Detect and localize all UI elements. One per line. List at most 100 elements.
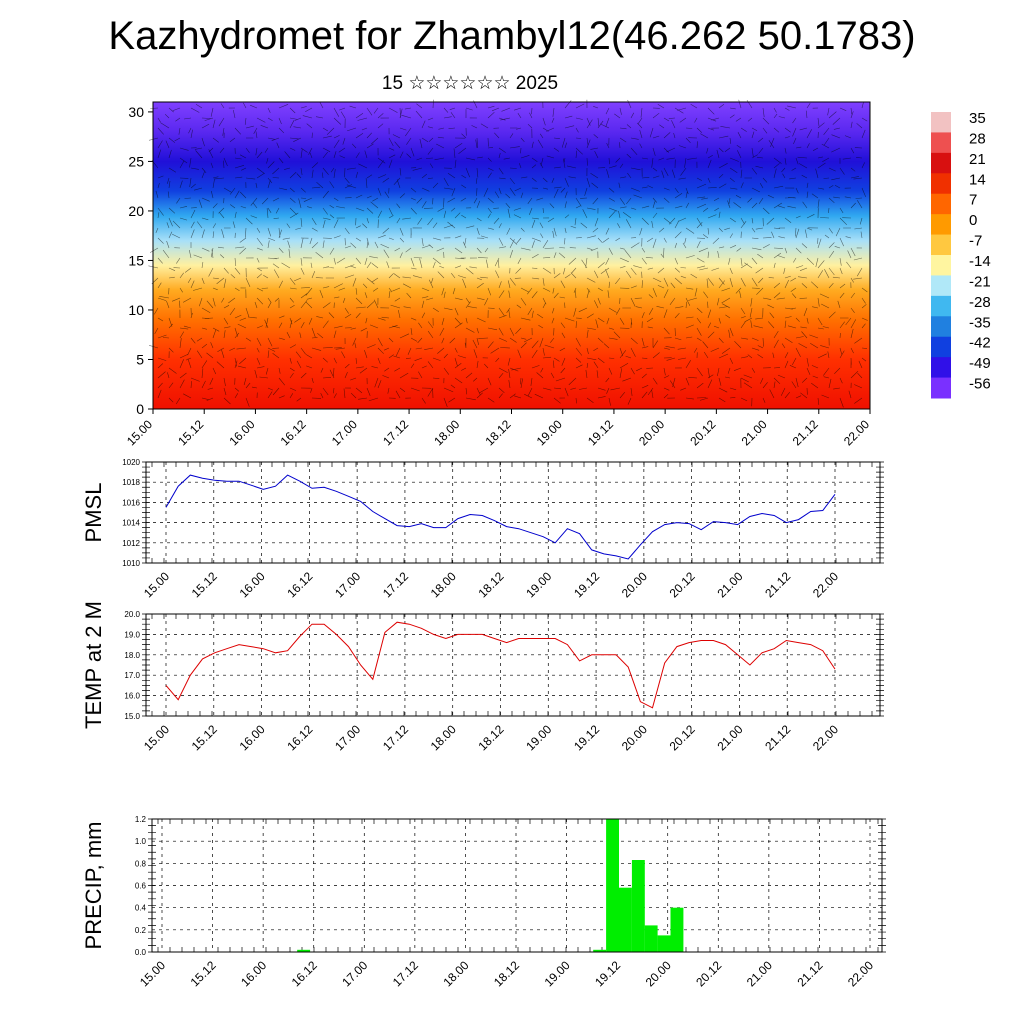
y-tick-label: 19.0 bbox=[124, 630, 140, 639]
x-tick-label: 19.12 bbox=[585, 417, 616, 448]
y-tick-label: 0.8 bbox=[135, 859, 147, 868]
x-tick-label: 18.00 bbox=[428, 722, 459, 753]
x-tick-label: 17.12 bbox=[380, 417, 411, 448]
grid-lines bbox=[146, 461, 880, 564]
x-tick-label: 19.00 bbox=[534, 417, 565, 448]
panel-frame bbox=[151, 818, 883, 953]
x-tick-label: 18.12 bbox=[482, 417, 513, 448]
x-tick-label: 16.00 bbox=[237, 722, 268, 753]
colorbar-label: 14 bbox=[969, 171, 986, 188]
x-tick-label: 21.00 bbox=[714, 722, 745, 753]
x-tick-label: 21.00 bbox=[739, 417, 770, 448]
x-tick-label: 19.00 bbox=[523, 722, 554, 753]
precip-bar bbox=[657, 935, 671, 952]
x-tick-label: 21.12 bbox=[762, 722, 793, 753]
colorbar-swatch bbox=[931, 214, 951, 236]
x-tick-label: 21.12 bbox=[762, 569, 793, 600]
y-tick-label: 1016 bbox=[122, 498, 140, 507]
colorbar-swatch bbox=[931, 132, 951, 154]
precip-bar bbox=[644, 925, 658, 952]
y-tick-label: 16.0 bbox=[124, 692, 140, 701]
colorbar-swatch bbox=[931, 234, 951, 256]
colorbar-swatch bbox=[931, 152, 951, 174]
y-tick-label: 25 bbox=[128, 153, 144, 169]
x-tick-label: 17.00 bbox=[329, 417, 360, 448]
y-tick-label: 18.0 bbox=[124, 651, 140, 660]
colorbar-swatch bbox=[931, 112, 951, 133]
x-tick-label: 16.00 bbox=[238, 958, 269, 989]
colorbar-swatch bbox=[931, 173, 951, 195]
precip-bar bbox=[593, 949, 607, 952]
x-tick-label: 17.00 bbox=[339, 958, 370, 989]
y-tick-label: 1020 bbox=[122, 458, 140, 467]
x-tick-label: 21.00 bbox=[714, 569, 745, 600]
x-tick-label: 21.12 bbox=[790, 417, 821, 448]
x-tick-label: 16.12 bbox=[278, 417, 309, 448]
panel-frame bbox=[145, 461, 881, 564]
x-tick-label: 15.12 bbox=[175, 417, 206, 448]
colorbar-label: -42 bbox=[969, 335, 991, 352]
x-tick-label: 17.12 bbox=[380, 569, 411, 600]
x-tick-label: 20.00 bbox=[643, 958, 674, 989]
colorbar-label: -14 bbox=[969, 253, 991, 270]
data-line bbox=[165, 474, 836, 560]
x-tick-label: 19.12 bbox=[571, 569, 602, 600]
grid-lines bbox=[152, 818, 882, 953]
y-tick-label: 0.2 bbox=[135, 926, 147, 935]
x-tick-label: 20.00 bbox=[636, 417, 667, 448]
y-tick-label: 1.0 bbox=[135, 837, 147, 846]
y-tick-label: 20.0 bbox=[124, 610, 140, 619]
colorbar-swatch bbox=[931, 275, 951, 297]
minor-ticks bbox=[142, 613, 884, 717]
colorbar-label: 7 bbox=[969, 192, 977, 209]
x-tick-label: 19.00 bbox=[542, 958, 573, 989]
x-tick-label: 17.12 bbox=[380, 722, 411, 753]
chart-subtitle: 15 ☆☆☆☆☆☆ 2025 bbox=[381, 73, 559, 94]
y-tick-label: 1010 bbox=[122, 559, 140, 568]
x-tick-label: 21.12 bbox=[794, 958, 825, 989]
y-tick-label: 20 bbox=[128, 203, 144, 219]
heatmap-field bbox=[153, 102, 870, 409]
x-tick-label: 15.00 bbox=[141, 569, 172, 600]
y-tick-label: 15.0 bbox=[124, 712, 140, 721]
y-tick-label: 1.2 bbox=[135, 815, 147, 824]
colorbar-label: 28 bbox=[969, 130, 986, 147]
x-tick-label: 16.12 bbox=[289, 958, 320, 989]
x-tick-label: 18.12 bbox=[491, 958, 522, 989]
x-tick-label: 15.12 bbox=[189, 722, 220, 753]
precip-bar bbox=[619, 887, 632, 952]
grid-lines bbox=[146, 613, 880, 717]
x-tick-label: 19.00 bbox=[523, 569, 554, 600]
colorbar-swatch bbox=[931, 336, 951, 358]
y-tick-label: 10 bbox=[128, 302, 144, 318]
y-tick-label: 30 bbox=[128, 104, 144, 120]
colorbar-label: 21 bbox=[969, 151, 986, 168]
precip-bar bbox=[297, 949, 311, 952]
x-tick-label: 15.00 bbox=[141, 722, 172, 753]
panel-frame bbox=[145, 613, 881, 717]
x-tick-label: 22.00 bbox=[841, 417, 872, 448]
x-tick-label: 15.12 bbox=[188, 958, 219, 989]
x-tick-label: 20.12 bbox=[687, 417, 718, 448]
y-tick-label: 1012 bbox=[122, 539, 140, 548]
y-axis-label: TEMP at 2 M bbox=[81, 601, 106, 729]
minor-ticks bbox=[142, 461, 884, 564]
y-axis-label: PRECIP, mm bbox=[81, 822, 106, 950]
colorbar-swatch bbox=[931, 357, 951, 379]
colorbar-label: -21 bbox=[969, 273, 991, 290]
colorbar-label: -7 bbox=[969, 233, 982, 250]
precip-bar bbox=[606, 819, 619, 952]
x-tick-label: 18.00 bbox=[440, 958, 471, 989]
x-tick-label: 22.00 bbox=[845, 958, 876, 989]
chart-title: Kazhydromet for Zhambyl12(46.262 50.1783… bbox=[108, 14, 916, 58]
x-tick-label: 19.12 bbox=[592, 958, 623, 989]
colorbar-label: 0 bbox=[969, 212, 977, 229]
x-tick-label: 16.00 bbox=[226, 417, 257, 448]
precip-bar bbox=[631, 860, 645, 952]
y-tick-label: 1018 bbox=[122, 478, 140, 487]
x-tick-label: 20.12 bbox=[667, 722, 698, 753]
colorbar-label: -35 bbox=[969, 314, 991, 331]
x-tick-label: 15.12 bbox=[189, 569, 220, 600]
x-tick-label: 15.00 bbox=[124, 417, 155, 448]
